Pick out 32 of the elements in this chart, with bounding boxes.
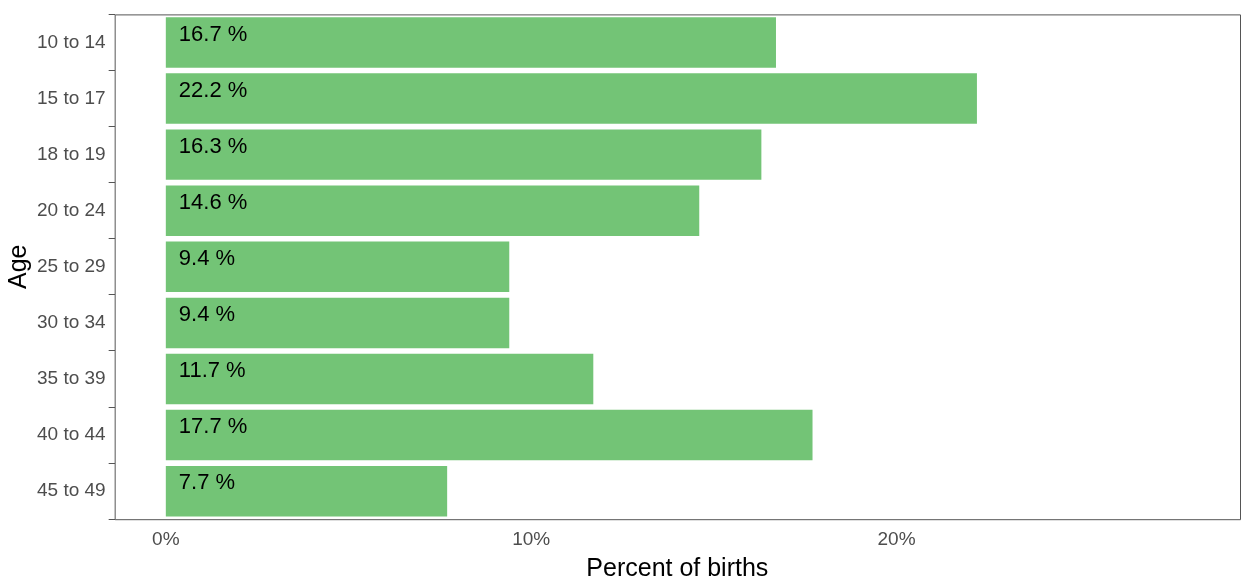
y-tick-label: 40 to 44: [37, 423, 107, 445]
bar: [165, 129, 762, 180]
y-tick-label: 10 to 14: [37, 30, 107, 52]
bar: [165, 409, 813, 461]
data-label: 9.4 %: [178, 244, 236, 270]
data-label: 16.7 %: [178, 20, 248, 46]
bar: [165, 73, 977, 124]
data-label: 14.6 %: [178, 188, 248, 214]
x-tick-label: 0%: [152, 527, 180, 549]
data-label: 11.7 %: [178, 357, 246, 383]
y-tick-label: 35 to 39: [37, 367, 106, 389]
y-tick-label: 18 to 19: [37, 142, 106, 164]
data-label: 16.3 %: [178, 132, 248, 158]
bar: [165, 241, 510, 293]
data-label: 22.2 %: [178, 76, 248, 102]
bar: [165, 185, 700, 236]
bar: [165, 17, 776, 68]
y-tick-label: 15 to 17: [37, 86, 106, 108]
data-label: 9.4 %: [178, 300, 236, 326]
y-tick-label: 45 to 49: [37, 479, 106, 501]
bar: [165, 465, 448, 517]
y-tick-label: 25 to 29: [37, 255, 106, 277]
data-label: 7.7 %: [178, 469, 236, 495]
y-tick-label: 20 to 24: [37, 198, 107, 220]
y-axis-title: Age: [2, 244, 31, 290]
bar: [165, 353, 594, 405]
data-label: 17.7 %: [178, 413, 248, 439]
x-tick-label: 10%: [512, 527, 551, 549]
y-tick-label: 30 to 34: [37, 311, 107, 333]
x-tick-label: 20%: [877, 527, 916, 549]
bar: [165, 297, 510, 349]
x-axis-title: Percent of births: [586, 552, 769, 581]
